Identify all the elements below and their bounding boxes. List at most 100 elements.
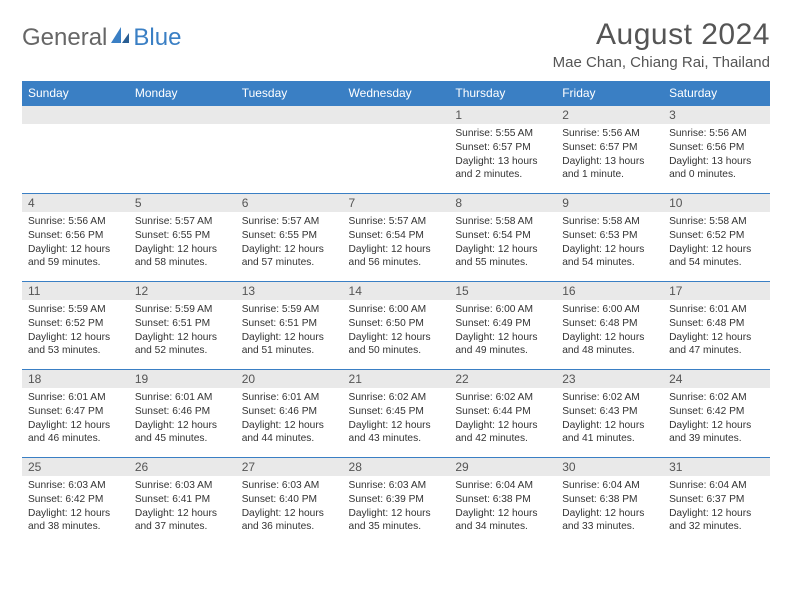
calendar-cell: 12Sunrise: 5:59 AMSunset: 6:51 PMDayligh… xyxy=(129,282,236,370)
cell-body: Sunrise: 6:03 AMSunset: 6:39 PMDaylight:… xyxy=(343,476,450,538)
sunrise-text: Sunrise: 6:02 AM xyxy=(455,391,550,405)
sunset-text: Sunset: 6:39 PM xyxy=(349,493,444,507)
cell-body: Sunrise: 5:59 AMSunset: 6:51 PMDaylight:… xyxy=(129,300,236,362)
sunset-text: Sunset: 6:37 PM xyxy=(669,493,764,507)
cell-body: Sunrise: 6:00 AMSunset: 6:49 PMDaylight:… xyxy=(449,300,556,362)
daylight-text: Daylight: 12 hours and 38 minutes. xyxy=(28,507,123,535)
cell-body: Sunrise: 5:57 AMSunset: 6:55 PMDaylight:… xyxy=(236,212,343,274)
cell-body: Sunrise: 6:02 AMSunset: 6:43 PMDaylight:… xyxy=(556,388,663,450)
day-number: 6 xyxy=(236,194,343,212)
day-number: 31 xyxy=(663,458,770,476)
daylight-text: Daylight: 13 hours and 0 minutes. xyxy=(669,155,764,183)
daylight-text: Daylight: 12 hours and 54 minutes. xyxy=(669,243,764,271)
cell-body: Sunrise: 5:58 AMSunset: 6:53 PMDaylight:… xyxy=(556,212,663,274)
daylight-text: Daylight: 12 hours and 33 minutes. xyxy=(562,507,657,535)
calendar-cell: 19Sunrise: 6:01 AMSunset: 6:46 PMDayligh… xyxy=(129,370,236,458)
sunrise-text: Sunrise: 5:59 AM xyxy=(135,303,230,317)
sunrise-text: Sunrise: 5:59 AM xyxy=(28,303,123,317)
daylight-text: Daylight: 12 hours and 36 minutes. xyxy=(242,507,337,535)
month-title: August 2024 xyxy=(553,18,770,52)
sunrise-text: Sunrise: 5:55 AM xyxy=(455,127,550,141)
calendar-cell: 8Sunrise: 5:58 AMSunset: 6:54 PMDaylight… xyxy=(449,194,556,282)
col-monday: Monday xyxy=(129,81,236,106)
daylight-text: Daylight: 13 hours and 1 minute. xyxy=(562,155,657,183)
daylight-text: Daylight: 12 hours and 34 minutes. xyxy=(455,507,550,535)
sunrise-text: Sunrise: 6:03 AM xyxy=(349,479,444,493)
calendar-cell: 11Sunrise: 5:59 AMSunset: 6:52 PMDayligh… xyxy=(22,282,129,370)
cell-body: Sunrise: 6:04 AMSunset: 6:37 PMDaylight:… xyxy=(663,476,770,538)
calendar-cell: 27Sunrise: 6:03 AMSunset: 6:40 PMDayligh… xyxy=(236,458,343,546)
calendar-cell: 25Sunrise: 6:03 AMSunset: 6:42 PMDayligh… xyxy=(22,458,129,546)
sunrise-text: Sunrise: 6:03 AM xyxy=(242,479,337,493)
sunrise-text: Sunrise: 6:01 AM xyxy=(135,391,230,405)
sunrise-text: Sunrise: 6:00 AM xyxy=(455,303,550,317)
day-number: 21 xyxy=(343,370,450,388)
daylight-text: Daylight: 12 hours and 55 minutes. xyxy=(455,243,550,271)
calendar-cell: 21Sunrise: 6:02 AMSunset: 6:45 PMDayligh… xyxy=(343,370,450,458)
calendar-cell xyxy=(236,106,343,194)
calendar-cell: 30Sunrise: 6:04 AMSunset: 6:38 PMDayligh… xyxy=(556,458,663,546)
col-sunday: Sunday xyxy=(22,81,129,106)
sunset-text: Sunset: 6:56 PM xyxy=(669,141,764,155)
day-number: 30 xyxy=(556,458,663,476)
col-tuesday: Tuesday xyxy=(236,81,343,106)
day-number: 26 xyxy=(129,458,236,476)
sunrise-text: Sunrise: 5:58 AM xyxy=(669,215,764,229)
day-header-row: Sunday Monday Tuesday Wednesday Thursday… xyxy=(22,81,770,106)
logo-text-general: General xyxy=(22,24,107,52)
sunset-text: Sunset: 6:51 PM xyxy=(242,317,337,331)
sunset-text: Sunset: 6:57 PM xyxy=(455,141,550,155)
logo-text-blue: Blue xyxy=(133,24,181,52)
sunrise-text: Sunrise: 6:01 AM xyxy=(669,303,764,317)
calendar-cell: 4Sunrise: 5:56 AMSunset: 6:56 PMDaylight… xyxy=(22,194,129,282)
logo: General Blue xyxy=(22,18,181,52)
calendar-cell: 1Sunrise: 5:55 AMSunset: 6:57 PMDaylight… xyxy=(449,106,556,194)
col-saturday: Saturday xyxy=(663,81,770,106)
sunrise-text: Sunrise: 6:02 AM xyxy=(562,391,657,405)
cell-body: Sunrise: 5:58 AMSunset: 6:54 PMDaylight:… xyxy=(449,212,556,274)
day-number: 3 xyxy=(663,106,770,124)
sunset-text: Sunset: 6:52 PM xyxy=(28,317,123,331)
sunset-text: Sunset: 6:55 PM xyxy=(242,229,337,243)
calendar-cell: 18Sunrise: 6:01 AMSunset: 6:47 PMDayligh… xyxy=(22,370,129,458)
day-number: 2 xyxy=(556,106,663,124)
sunset-text: Sunset: 6:51 PM xyxy=(135,317,230,331)
calendar-cell: 29Sunrise: 6:04 AMSunset: 6:38 PMDayligh… xyxy=(449,458,556,546)
cell-body: Sunrise: 6:03 AMSunset: 6:42 PMDaylight:… xyxy=(22,476,129,538)
day-number: 12 xyxy=(129,282,236,300)
calendar-row: 1Sunrise: 5:55 AMSunset: 6:57 PMDaylight… xyxy=(22,106,770,194)
calendar-cell: 13Sunrise: 5:59 AMSunset: 6:51 PMDayligh… xyxy=(236,282,343,370)
day-number: 24 xyxy=(663,370,770,388)
sunset-text: Sunset: 6:45 PM xyxy=(349,405,444,419)
daylight-text: Daylight: 12 hours and 44 minutes. xyxy=(242,419,337,447)
sunset-text: Sunset: 6:50 PM xyxy=(349,317,444,331)
cell-body: Sunrise: 6:03 AMSunset: 6:41 PMDaylight:… xyxy=(129,476,236,538)
calendar-cell: 6Sunrise: 5:57 AMSunset: 6:55 PMDaylight… xyxy=(236,194,343,282)
cell-body: Sunrise: 5:59 AMSunset: 6:52 PMDaylight:… xyxy=(22,300,129,362)
calendar-row: 11Sunrise: 5:59 AMSunset: 6:52 PMDayligh… xyxy=(22,282,770,370)
day-number xyxy=(236,106,343,124)
daylight-text: Daylight: 12 hours and 53 minutes. xyxy=(28,331,123,359)
daylight-text: Daylight: 12 hours and 51 minutes. xyxy=(242,331,337,359)
cell-body: Sunrise: 6:04 AMSunset: 6:38 PMDaylight:… xyxy=(556,476,663,538)
sunset-text: Sunset: 6:44 PM xyxy=(455,405,550,419)
day-number: 17 xyxy=(663,282,770,300)
day-number: 27 xyxy=(236,458,343,476)
daylight-text: Daylight: 12 hours and 41 minutes. xyxy=(562,419,657,447)
day-number: 16 xyxy=(556,282,663,300)
sunset-text: Sunset: 6:42 PM xyxy=(28,493,123,507)
sunset-text: Sunset: 6:47 PM xyxy=(28,405,123,419)
calendar-cell: 17Sunrise: 6:01 AMSunset: 6:48 PMDayligh… xyxy=(663,282,770,370)
sunset-text: Sunset: 6:49 PM xyxy=(455,317,550,331)
sunrise-text: Sunrise: 5:56 AM xyxy=(28,215,123,229)
daylight-text: Daylight: 12 hours and 54 minutes. xyxy=(562,243,657,271)
sunrise-text: Sunrise: 6:00 AM xyxy=(562,303,657,317)
daylight-text: Daylight: 12 hours and 52 minutes. xyxy=(135,331,230,359)
sunrise-text: Sunrise: 5:58 AM xyxy=(455,215,550,229)
day-number xyxy=(129,106,236,124)
day-number: 28 xyxy=(343,458,450,476)
calendar-cell: 26Sunrise: 6:03 AMSunset: 6:41 PMDayligh… xyxy=(129,458,236,546)
daylight-text: Daylight: 12 hours and 46 minutes. xyxy=(28,419,123,447)
calendar-cell: 16Sunrise: 6:00 AMSunset: 6:48 PMDayligh… xyxy=(556,282,663,370)
daylight-text: Daylight: 12 hours and 47 minutes. xyxy=(669,331,764,359)
